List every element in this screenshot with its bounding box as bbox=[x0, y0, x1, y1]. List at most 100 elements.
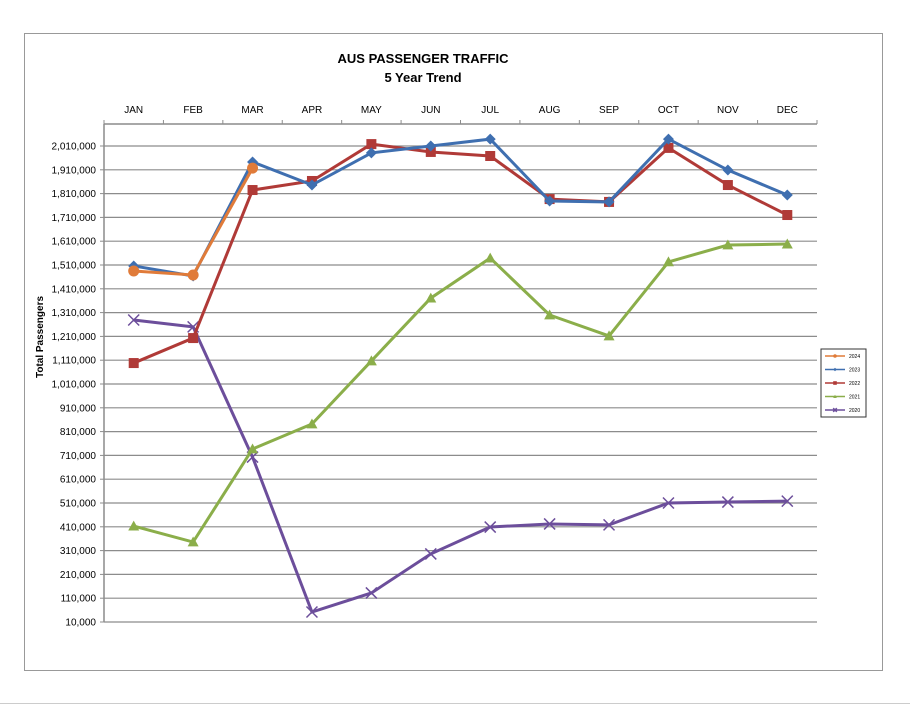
y-tick-label: 10,000 bbox=[65, 618, 96, 629]
marker-triangle bbox=[365, 355, 377, 366]
series-line bbox=[133, 137, 788, 278]
marker-diamond bbox=[781, 189, 793, 201]
marker-x bbox=[484, 521, 497, 534]
series-line bbox=[133, 318, 788, 614]
y-tick-label: 1,510,000 bbox=[52, 261, 97, 272]
marker-square bbox=[366, 139, 377, 150]
x-tick-label: SEP bbox=[599, 105, 619, 116]
y-tick-label: 710,000 bbox=[60, 451, 97, 462]
legend-item-2022: 2022 bbox=[825, 381, 860, 387]
legend-label: 2023 bbox=[849, 368, 860, 374]
chart-subtitle: 5 Year Trend bbox=[384, 70, 461, 85]
marker-square bbox=[782, 210, 793, 221]
x-tick-label: JUL bbox=[481, 105, 499, 116]
y-tick-label: 110,000 bbox=[61, 594, 97, 605]
marker-x bbox=[781, 495, 794, 508]
y-tick-label: 810,000 bbox=[60, 427, 97, 438]
legend-label: 2022 bbox=[849, 381, 860, 387]
series-line bbox=[133, 142, 788, 365]
chart-frame bbox=[24, 33, 883, 671]
y-tick-label: 910,000 bbox=[60, 403, 97, 414]
x-tick-label: OCT bbox=[658, 105, 679, 116]
marker-circle bbox=[247, 162, 259, 174]
y-tick-label: 2,010,000 bbox=[52, 142, 97, 153]
marker-triangle bbox=[128, 520, 140, 531]
x-tick-label: JUN bbox=[421, 105, 440, 116]
y-axis-label: Total Passengers bbox=[35, 296, 46, 379]
series-line bbox=[133, 242, 788, 544]
marker-diamond bbox=[425, 140, 437, 152]
marker-x bbox=[543, 517, 556, 530]
x-tick-label: MAY bbox=[361, 105, 382, 116]
y-tick-label: 1,310,000 bbox=[52, 308, 97, 319]
marker-triangle bbox=[187, 536, 199, 547]
y-tick-label: 1,110,000 bbox=[52, 356, 96, 367]
marker-square bbox=[128, 358, 139, 369]
chart-title: AUS PASSENGER TRAFFIC bbox=[338, 51, 510, 66]
x-tick-label: APR bbox=[302, 105, 323, 116]
y-tick-label: 1,410,000 bbox=[52, 284, 97, 295]
x-tick-label: NOV bbox=[717, 105, 739, 116]
marker-triangle bbox=[306, 418, 318, 429]
x-tick-label: JAN bbox=[124, 105, 143, 116]
marker-square bbox=[663, 142, 674, 153]
y-tick-label: 1,810,000 bbox=[52, 189, 97, 200]
page-divider bbox=[0, 703, 910, 704]
marker-circle bbox=[187, 269, 199, 281]
y-tick-label: 510,000 bbox=[60, 499, 97, 510]
marker-x bbox=[603, 518, 616, 531]
marker-square bbox=[485, 150, 496, 161]
marker-triangle bbox=[722, 239, 734, 250]
marker-diamond bbox=[365, 147, 377, 159]
marker-triangle bbox=[662, 256, 674, 267]
y-tick-label: 210,000 bbox=[60, 570, 97, 581]
series-2021 bbox=[128, 238, 793, 547]
x-tick-label: MAR bbox=[241, 105, 263, 116]
x-tick-label: DEC bbox=[777, 105, 798, 116]
marker-circle bbox=[833, 354, 837, 358]
y-tick-label: 1,710,000 bbox=[52, 213, 97, 224]
marker-x bbox=[832, 407, 838, 413]
legend-label: 2024 bbox=[849, 354, 860, 360]
legend-item-2020: 2020 bbox=[825, 407, 860, 414]
x-tick-label: FEB bbox=[183, 105, 203, 116]
x-tick-label: AUG bbox=[539, 105, 561, 116]
marker-diamond bbox=[603, 196, 615, 208]
marker-x bbox=[662, 496, 675, 510]
marker-square bbox=[722, 180, 733, 191]
legend-item-2021: 2021 bbox=[825, 395, 860, 401]
marker-diamond bbox=[833, 367, 837, 372]
y-tick-label: 1,210,000 bbox=[52, 332, 97, 343]
marker-triangle bbox=[833, 394, 837, 398]
marker-square bbox=[188, 333, 199, 344]
marker-triangle bbox=[247, 443, 259, 454]
marker-diamond bbox=[544, 195, 556, 207]
marker-triangle bbox=[425, 292, 437, 303]
series-line bbox=[133, 167, 254, 277]
legend-label: 2021 bbox=[849, 395, 860, 401]
y-tick-label: 1,910,000 bbox=[52, 165, 97, 176]
marker-x bbox=[305, 605, 318, 619]
series-2023 bbox=[128, 133, 793, 282]
marker-triangle bbox=[781, 238, 793, 249]
marker-x bbox=[424, 547, 437, 560]
series-2024 bbox=[128, 162, 259, 281]
y-tick-label: 310,000 bbox=[60, 546, 97, 557]
marker-x bbox=[127, 313, 140, 327]
marker-diamond bbox=[662, 133, 674, 145]
marker-x bbox=[721, 496, 734, 509]
legend-item-2023: 2023 bbox=[825, 368, 860, 374]
marker-x bbox=[365, 586, 378, 599]
legend-label: 2020 bbox=[849, 408, 860, 414]
marker-square bbox=[425, 146, 436, 157]
marker-diamond bbox=[306, 179, 318, 191]
series-2020 bbox=[127, 313, 794, 619]
marker-triangle bbox=[484, 252, 496, 263]
y-tick-label: 410,000 bbox=[60, 522, 97, 533]
marker-circle bbox=[128, 265, 140, 277]
marker-square bbox=[247, 185, 258, 196]
y-tick-label: 1,610,000 bbox=[52, 237, 97, 248]
y-tick-label: 1,010,000 bbox=[52, 380, 97, 391]
y-tick-label: 610,000 bbox=[60, 475, 97, 486]
